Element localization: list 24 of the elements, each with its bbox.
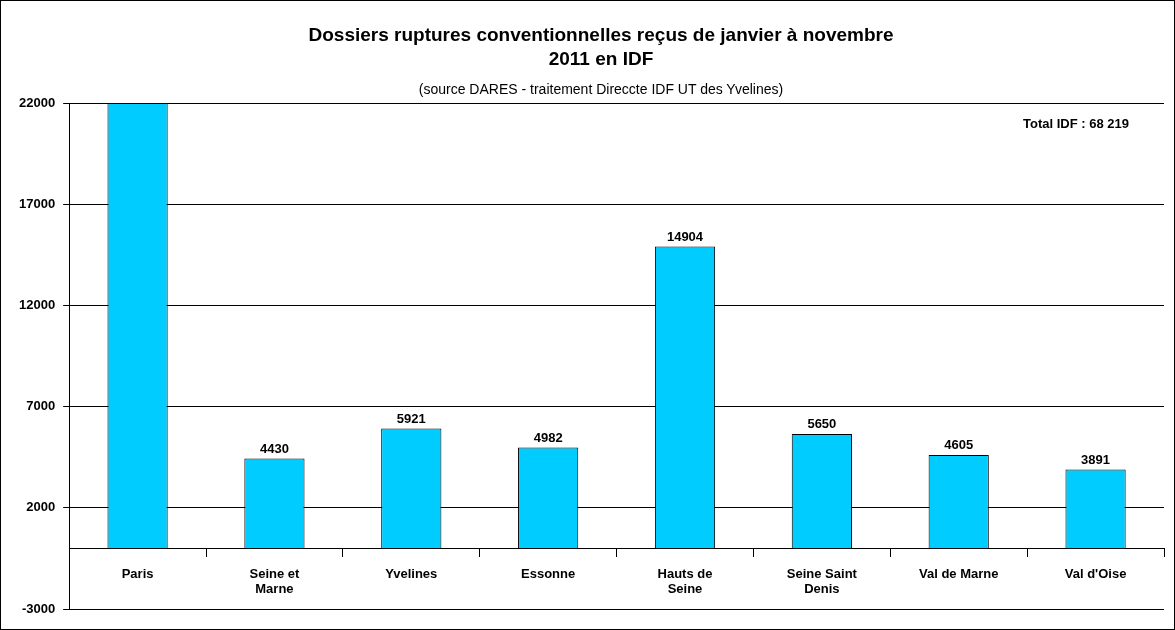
x-tick-label: Hauts de Seine bbox=[657, 565, 713, 597]
x-tick-label: Seine Saint Denis bbox=[786, 565, 858, 597]
y-tick-label: 22000 bbox=[18, 94, 56, 110]
y-tick-label: 12000 bbox=[18, 296, 56, 312]
x-tick-label: Seine et Marne bbox=[249, 565, 301, 597]
x-tick-label: Val d'Oise bbox=[1064, 565, 1127, 581]
annotation: Total IDF : 68 219 bbox=[1023, 116, 1129, 132]
chart-subtitle: (source DARES - traitement Direccte IDF UT des Yvelines) bbox=[417, 81, 785, 97]
y-tick-label: 7000 bbox=[26, 398, 56, 414]
data-label: 5921 bbox=[396, 410, 426, 426]
x-tick-label: Essonne bbox=[521, 565, 576, 581]
chart-title: Dossiers ruptures conventionnelles reçus de janvier à novembre 2011 en IDF bbox=[307, 23, 895, 71]
x-tick-label: Yvelines bbox=[385, 565, 438, 581]
data-label: 4605 bbox=[944, 437, 974, 453]
y-tick-label: 17000 bbox=[18, 195, 56, 211]
data-label: 3891 bbox=[1081, 451, 1111, 467]
data-label: 14904 bbox=[666, 228, 704, 244]
data-label: 4430 bbox=[259, 440, 289, 456]
data-label: 4982 bbox=[533, 429, 563, 445]
data-label: 5650 bbox=[807, 416, 837, 431]
y-tick-label: 2000 bbox=[26, 499, 56, 515]
x-tick-label: Val de Marne bbox=[918, 565, 999, 581]
y-tick-label: -3000 bbox=[21, 600, 56, 616]
x-tick-label: Paris bbox=[121, 565, 154, 581]
